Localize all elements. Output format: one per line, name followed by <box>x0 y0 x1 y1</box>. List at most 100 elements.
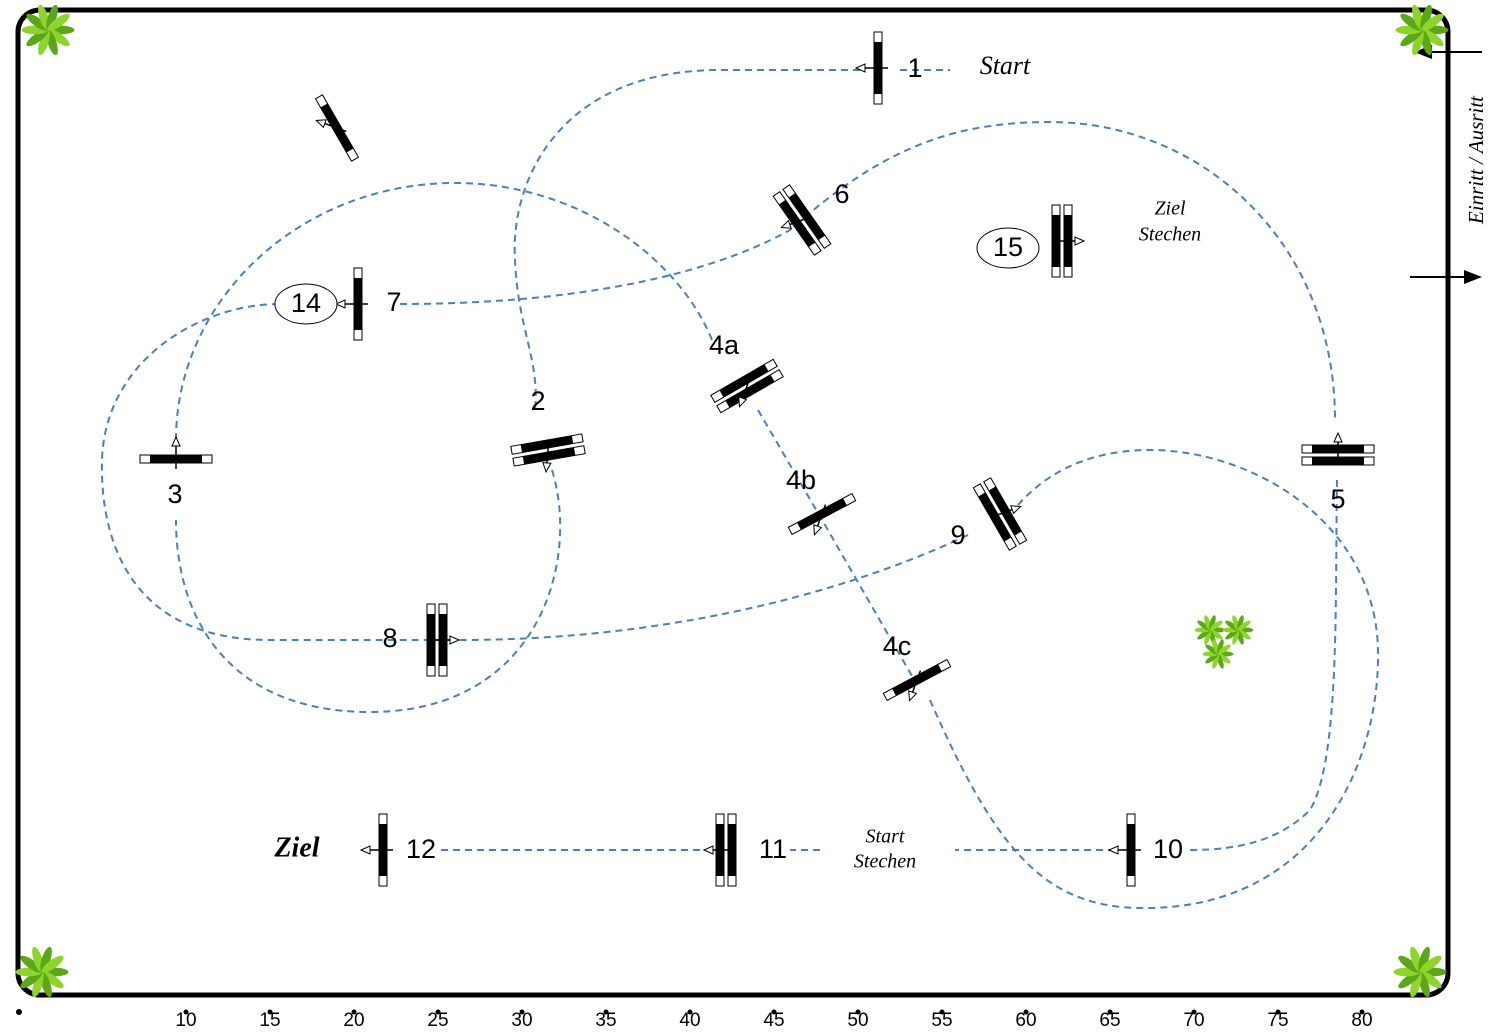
obstacle-number: 2 <box>530 386 545 416</box>
leaf <box>1420 4 1432 31</box>
arrow-head <box>702 845 714 855</box>
leaf <box>1205 653 1219 664</box>
joker-ring <box>976 227 1040 269</box>
leaf <box>1400 29 1423 47</box>
jump <box>882 658 952 702</box>
direction-arrow <box>542 439 552 474</box>
jump <box>139 435 213 469</box>
tree <box>1393 946 1447 998</box>
jump <box>710 358 784 414</box>
leaf <box>32 971 44 998</box>
scale-label: 75 <box>1267 1010 1288 1031</box>
scale-dot <box>1275 1009 1281 1015</box>
jump <box>972 477 1028 551</box>
scale-label: 65 <box>1099 1010 1120 1031</box>
leaf <box>1237 629 1251 640</box>
scale-label: 50 <box>847 1010 868 1031</box>
arrow-head <box>1333 431 1343 443</box>
scale-origin <box>16 1009 22 1015</box>
leaf <box>1217 644 1231 655</box>
direction-arrow <box>908 670 922 702</box>
joker-ring <box>274 283 338 325</box>
leaf <box>38 29 50 56</box>
arrow-head <box>738 396 748 408</box>
obstacle-number: 12 <box>406 834 436 864</box>
leaf <box>1205 644 1219 655</box>
route <box>100 69 1380 910</box>
arrow-head <box>315 119 327 129</box>
jumpoff-finish-label: Stechen <box>1139 224 1201 246</box>
direction-arrow <box>780 215 812 229</box>
leaf <box>1412 29 1424 56</box>
tree <box>1194 615 1226 645</box>
leaf <box>1410 971 1422 998</box>
leaf <box>1209 620 1223 631</box>
arrow-head <box>171 435 181 447</box>
labels: 1 2 3 4a 4b 4c 5 6 7 8 9 10 11 12 14 15 … <box>167 51 1487 873</box>
jump <box>334 267 368 341</box>
direction-arrow <box>1333 431 1343 465</box>
arrow-head <box>1010 505 1022 515</box>
leaf <box>1209 615 1216 631</box>
direction-arrow <box>1107 845 1141 855</box>
leaf <box>1225 629 1239 640</box>
jump <box>854 31 888 105</box>
trees <box>15 4 1449 998</box>
jump <box>1051 204 1086 278</box>
direction-arrow <box>1052 236 1086 246</box>
scale-label: 35 <box>595 1010 616 1031</box>
jump <box>510 433 586 474</box>
obstacle-number: 3 <box>167 479 182 509</box>
leaf <box>1421 13 1444 31</box>
rail-center <box>719 364 769 398</box>
obstacle-number: 9 <box>950 520 965 550</box>
direction-arrow <box>171 435 181 469</box>
jump <box>359 813 393 887</box>
obstacle-number: 8 <box>382 623 397 653</box>
scale-label: 10 <box>175 1010 196 1031</box>
scale-dot <box>1191 1009 1197 1015</box>
leaf <box>40 946 52 973</box>
obstacle-number: 1 <box>907 53 922 83</box>
scale-dot <box>1023 1009 1029 1015</box>
leaf <box>41 955 64 973</box>
scale-label: 20 <box>343 1010 364 1031</box>
scale-label: 80 <box>1351 1010 1372 1031</box>
scale-dot <box>1359 1009 1365 1015</box>
leaf <box>1419 955 1442 973</box>
arrow-head <box>854 63 866 73</box>
obstacle-number: 4b <box>786 465 816 495</box>
obstacle-number: 15 <box>993 232 1023 262</box>
arrow-head <box>1074 236 1086 246</box>
jumpoff-start-label: Stechen <box>854 851 916 873</box>
leaf <box>1209 629 1223 640</box>
direction-arrow <box>813 504 827 536</box>
jump <box>1301 431 1375 466</box>
obstacle-number: 5 <box>1330 484 1345 514</box>
tree <box>1222 615 1254 645</box>
leaf <box>1232 629 1239 645</box>
direction-arrow <box>315 119 347 133</box>
leaf <box>1398 971 1421 989</box>
scale-label: 70 <box>1183 1010 1204 1031</box>
leaf <box>20 955 43 973</box>
leaf <box>1217 653 1231 664</box>
scale-label: 30 <box>511 1010 532 1031</box>
leaf <box>47 29 70 47</box>
leaf <box>26 13 49 31</box>
obstacle-number: 14 <box>291 288 321 318</box>
direction-arrow <box>990 505 1022 519</box>
leaf <box>1398 955 1421 973</box>
arrow-head <box>813 524 823 536</box>
rail-center <box>725 374 775 408</box>
scale-dot <box>603 1009 609 1015</box>
direction-arrow <box>427 635 461 645</box>
arrow-head <box>334 299 346 309</box>
arrow-head <box>542 462 552 474</box>
jumpoff-finish-label: Ziel <box>1154 198 1186 220</box>
leaf <box>1204 629 1211 645</box>
jump <box>772 184 832 256</box>
scale-dot <box>267 1009 273 1015</box>
rail-center <box>520 435 574 453</box>
arrow-head <box>780 219 792 229</box>
